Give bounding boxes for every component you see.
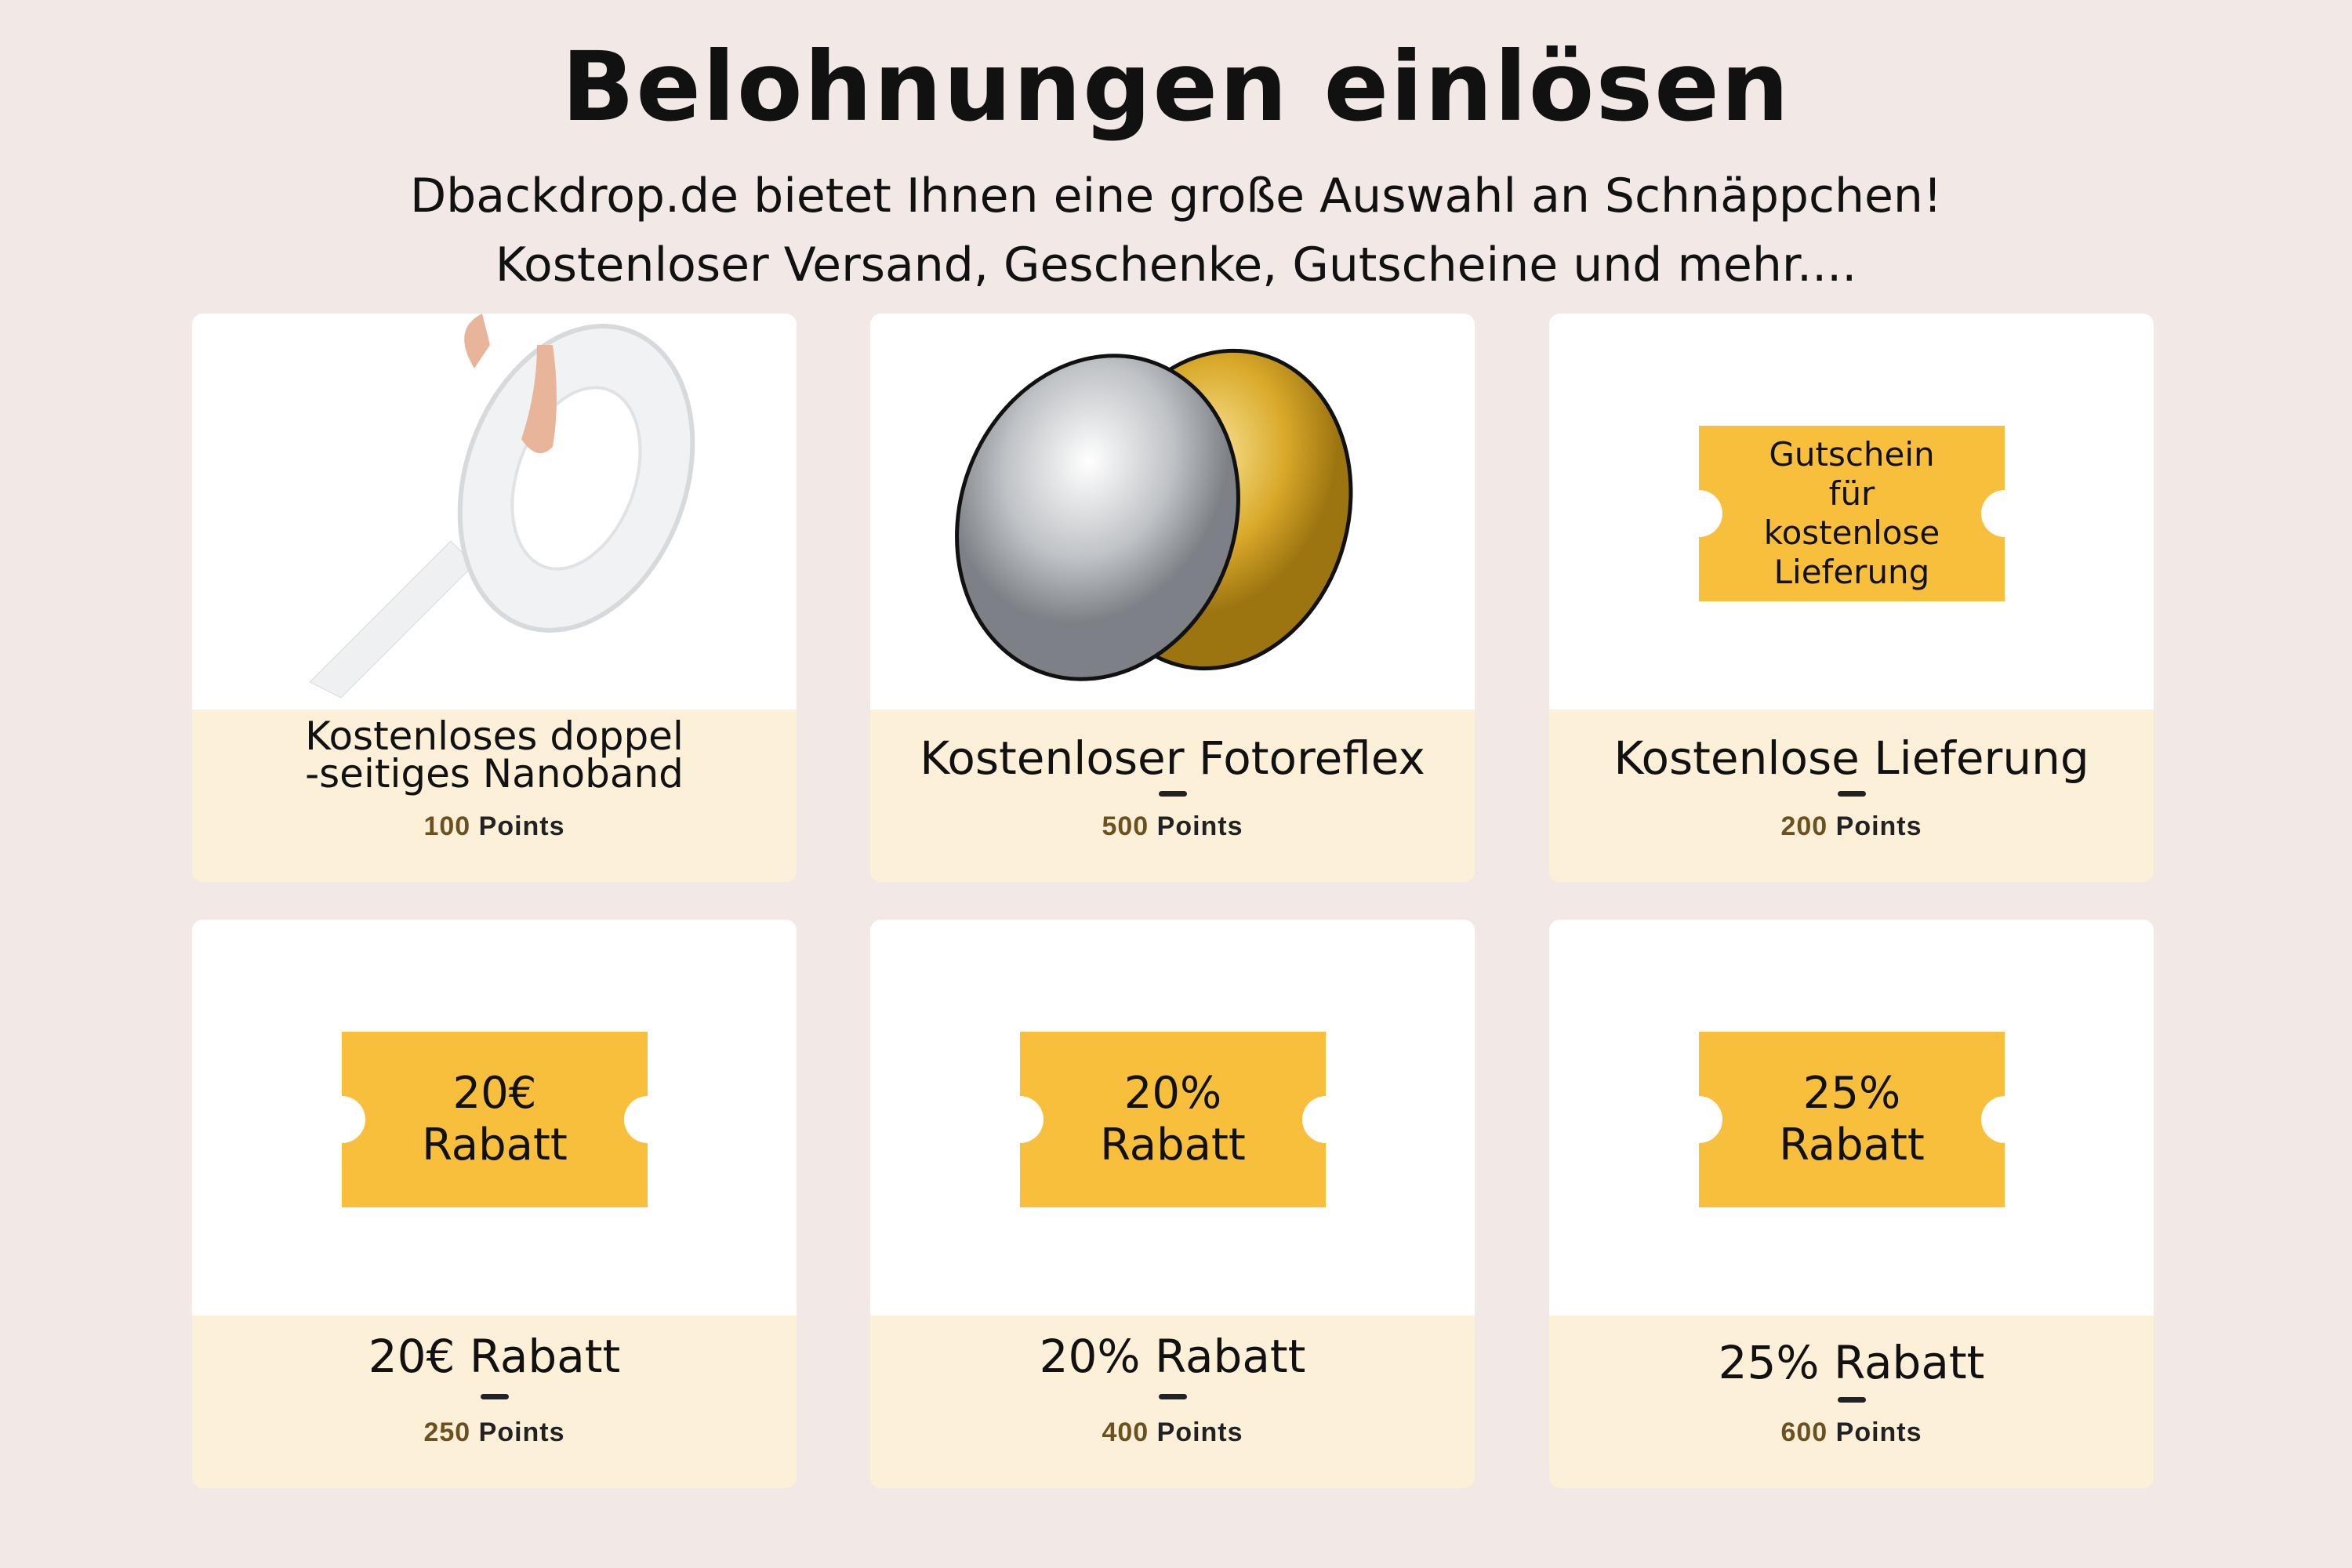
points-value: 100 [423, 811, 471, 841]
reward-footer: Kostenloses doppel -seitiges Nanoband 10… [192, 710, 797, 882]
nano-tape-image [192, 314, 797, 710]
points-value: 200 [1780, 811, 1828, 841]
ticket-image: 25% Rabatt [1549, 920, 2154, 1316]
points-value: 600 [1780, 1417, 1828, 1447]
divider [1837, 791, 1866, 797]
ticket-line-1: 25% [1802, 1068, 1901, 1119]
coupon-ticket: 20% Rabatt [996, 1032, 1349, 1207]
reward-title-line-2: -seitiges Nanoband [305, 751, 684, 797]
reward-points: 400 Points [870, 1417, 1475, 1448]
reward-title: Kostenlose Lieferung [1613, 731, 2089, 785]
ticket-image: 20€ Rabatt [192, 920, 797, 1316]
ticket-line-1: 20% [1123, 1068, 1222, 1119]
reward-title: 20€ Rabatt [368, 1330, 621, 1383]
reward-title-line-1: Kostenloses doppel [305, 713, 684, 759]
ticket-image: Gutschein für kostenlose Lieferung [1549, 314, 2154, 710]
reward-card-lieferung[interactable]: Gutschein für kostenlose Lieferung Koste… [1549, 314, 2154, 882]
reward-footer: Kostenloser Fotoreflex 500 Points [870, 710, 1475, 882]
points-label: Points [1156, 811, 1243, 841]
reward-footer: 20€ Rabatt 250 Points [192, 1316, 797, 1488]
ticket-line-2: Rabatt [1779, 1120, 1925, 1171]
ticket-line-1: 20€ [452, 1068, 537, 1119]
ticket-line-2: Rabatt [1100, 1120, 1246, 1171]
points-label: Points [478, 1417, 565, 1447]
reward-footer: Kostenlose Lieferung 200 Points [1549, 710, 2154, 882]
reward-points: 500 Points [870, 811, 1475, 842]
reward-points: 200 Points [1549, 811, 2154, 842]
reward-title: 20% Rabatt [1039, 1330, 1306, 1383]
reward-card-25-percent[interactable]: 25% Rabatt 25% Rabatt 600 Points [1549, 920, 2154, 1488]
reward-footer: 20% Rabatt 400 Points [870, 1316, 1475, 1488]
reward-card-20-euro[interactable]: 20€ Rabatt 20€ Rabatt 250 Points [192, 920, 797, 1488]
reward-points: 250 Points [192, 1417, 797, 1448]
reward-title: Kostenloser Fotoreflex [920, 731, 1425, 785]
reward-title: 25% Rabatt [1718, 1336, 1985, 1389]
divider [1837, 1397, 1866, 1403]
points-label: Points [1156, 1417, 1243, 1447]
points-value: 500 [1102, 811, 1149, 841]
reward-card-fotoreflex[interactable]: Kostenloser Fotoreflex 500 Points [870, 314, 1475, 882]
points-label: Points [1835, 811, 1922, 841]
subtitle-line-1: Dbackdrop.de bietet Ihnen eine große Aus… [409, 169, 1943, 223]
subtitle-line-2: Kostenloser Versand, Geschenke, Gutschei… [495, 238, 1857, 292]
reward-card-nanoband[interactable]: Kostenloses doppel -seitiges Nanoband 10… [192, 314, 797, 882]
ticket-line-2: Rabatt [422, 1120, 568, 1171]
divider [480, 1394, 509, 1399]
reward-card-20-percent[interactable]: 20% Rabatt 20% Rabatt 400 Points [870, 920, 1475, 1488]
coupon-ticket: 20€ Rabatt [318, 1032, 671, 1207]
divider [1158, 791, 1187, 797]
reward-points: 600 Points [1549, 1417, 2154, 1448]
reflector-image [870, 314, 1475, 710]
coupon-ticket: Gutschein für kostenlose Lieferung [1675, 426, 2028, 601]
reward-title: Kostenloses doppel -seitiges Nanoband [192, 717, 797, 793]
reward-footer: 25% Rabatt 600 Points [1549, 1316, 2154, 1488]
points-value: 400 [1102, 1417, 1149, 1447]
points-value: 250 [423, 1417, 471, 1447]
divider [1158, 1394, 1187, 1399]
page-title: Belohnungen einlösen [561, 31, 1791, 143]
ticket-image: 20% Rabatt [870, 920, 1475, 1316]
points-label: Points [478, 811, 565, 841]
points-label: Points [1835, 1417, 1922, 1447]
reward-points: 100 Points [192, 811, 797, 842]
coupon-ticket: 25% Rabatt [1675, 1032, 2028, 1207]
